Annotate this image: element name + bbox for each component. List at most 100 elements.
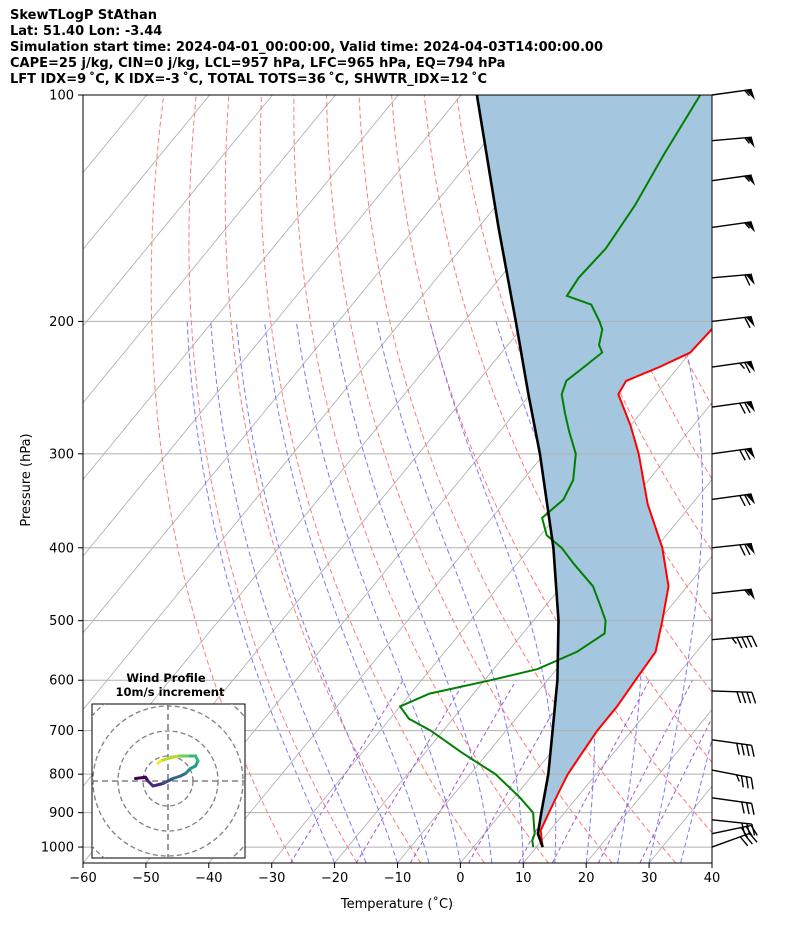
moist-adiabat [680, 737, 712, 863]
moist-adiabat [332, 321, 493, 863]
dry-adiabat [717, 95, 794, 863]
wind-barbs [711, 88, 758, 848]
simulation-times: Simulation start time: 2024-04-01_00:00:… [10, 40, 603, 55]
barb-feather [750, 745, 755, 757]
y-tick-label: 300 [49, 447, 74, 462]
mixing-ratio-line [355, 679, 466, 863]
y-axis-label: Pressure (hPa) [19, 433, 34, 526]
hodograph-segment [166, 754, 180, 760]
wind-barb [711, 739, 755, 757]
x-tick-label: 10 [515, 871, 532, 886]
dry-adiabat [358, 95, 677, 863]
moist-adiabat [295, 321, 461, 863]
mixing-ratio-line [551, 679, 650, 863]
x-tick-label: −20 [321, 871, 348, 886]
barb-feather [744, 137, 750, 144]
barb-feather [744, 362, 751, 374]
barb-pennant [745, 401, 756, 413]
temperature-line [539, 327, 712, 848]
barb-feather [751, 635, 758, 648]
barb-pennant [745, 89, 756, 101]
barb-feather [744, 222, 750, 229]
dry-adiabat [259, 95, 485, 863]
barb-pennant [745, 137, 755, 148]
hodograph-trace [134, 754, 200, 788]
wind-barb [711, 769, 754, 790]
moist-adiabat [429, 321, 557, 863]
barb-feather [739, 495, 746, 507]
stability-params: CAPE=25 j/kg, CIN=0 j/kg, LCL=957 hPa, L… [10, 56, 506, 71]
barb-feather [750, 825, 758, 836]
x-tick-label: 0 [456, 871, 464, 886]
barb-feather [749, 832, 758, 843]
wind-barb [711, 824, 758, 838]
x-tick-label: 40 [704, 871, 721, 886]
barb-feather [744, 89, 750, 97]
hodograph-segment [161, 777, 175, 785]
y-tick-label: 1000 [41, 841, 74, 856]
barb-staff [711, 635, 752, 641]
barb-pennant [745, 221, 756, 233]
hodograph-title: Wind Profile [126, 671, 206, 685]
y-tick-label: 600 [49, 674, 74, 689]
dry-adiabat [150, 95, 294, 863]
barb-feather [741, 801, 745, 814]
x-tick-label: 30 [641, 871, 658, 886]
x-tick-label: −10 [384, 871, 411, 886]
x-axis-label: Temperature (˚C) [340, 896, 453, 912]
barb-feather [740, 775, 744, 788]
wind-barb [711, 447, 756, 461]
hodograph-subtitle: 10m/s increment [116, 685, 225, 699]
moist-adiabat [648, 321, 704, 863]
barb-feather [739, 362, 746, 369]
y-tick-label: 700 [49, 724, 74, 739]
isotherm-line [397, 478, 712, 863]
barb-feather [744, 589, 750, 596]
hodograph-inset: Wind Profile 10m/s increment [91, 671, 246, 859]
mixing-ratio-line [409, 679, 517, 863]
isotherm-line [208, 248, 712, 863]
moist-adiabat [210, 321, 367, 863]
barb-staff [711, 797, 752, 805]
parcel-line [475, 95, 560, 848]
dry-adiabat [750, 95, 794, 863]
wind-barb [711, 174, 756, 186]
hodograph-segment [134, 775, 147, 780]
barb-feather [741, 636, 748, 648]
y-axis: 100 200 300 400 500 600 700 800 900 1000 [41, 89, 83, 856]
moist-adiabat [376, 321, 524, 863]
barb-staff [711, 832, 750, 848]
isotherm-line [585, 708, 712, 863]
x-axis: −60 −50 −40 −30 −20 −10 0 10 20 30 40 [69, 863, 720, 886]
cape-area [476, 95, 712, 848]
x-tick-label: 20 [578, 871, 595, 886]
wind-barb [711, 221, 756, 233]
barb-feather [736, 691, 742, 704]
barb-pennant [745, 493, 756, 505]
barb-feather [751, 692, 757, 704]
x-tick-label: −30 [258, 871, 285, 886]
isotherm-line [334, 402, 712, 863]
wind-barb [711, 315, 756, 329]
y-tick-label: 400 [49, 541, 74, 556]
barb-feather [736, 743, 740, 755]
y-tick-label: 200 [49, 315, 74, 330]
y-tick-label: 800 [49, 768, 74, 783]
barb-feather [750, 803, 755, 815]
barb-pennant [745, 361, 756, 373]
barb-feather [735, 774, 740, 782]
barb-pennant [745, 589, 755, 600]
moist-adiabat [235, 321, 398, 863]
moist-adiabat [186, 321, 336, 863]
barb-feather [750, 777, 754, 790]
isotherm-line [522, 632, 712, 863]
pressure-grid [83, 95, 712, 848]
barb-feather [744, 448, 751, 460]
dry-adiabat [326, 95, 613, 863]
barb-feather [736, 637, 743, 649]
barb-feather [740, 827, 749, 838]
wind-barb [711, 400, 756, 414]
profiles [398, 95, 712, 848]
wind-barb [711, 273, 755, 286]
